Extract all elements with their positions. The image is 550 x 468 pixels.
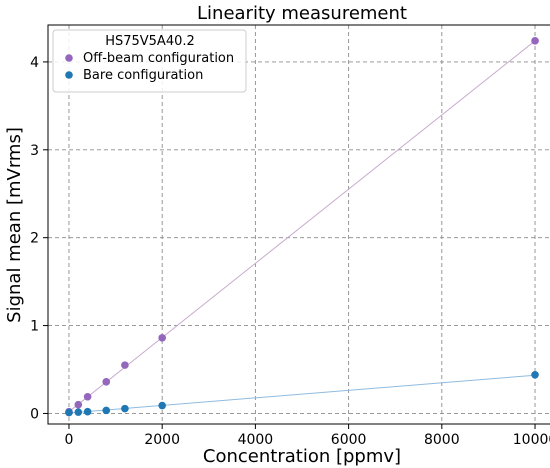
x-tick-label: 8000 bbox=[424, 432, 460, 448]
data-point-0-1 bbox=[74, 400, 83, 409]
x-axis-label: Concentration [ppmv] bbox=[203, 446, 401, 467]
y-tick-label: 3 bbox=[30, 143, 39, 159]
data-point-0-5 bbox=[158, 334, 166, 342]
data-point-0-6 bbox=[531, 37, 539, 45]
data-point-1-5 bbox=[158, 401, 166, 410]
data-point-1-2 bbox=[83, 407, 92, 416]
x-tick-label: 0 bbox=[65, 432, 74, 448]
x-tick-label: 4000 bbox=[238, 432, 274, 448]
data-point-1-1 bbox=[74, 408, 83, 416]
fit-lines bbox=[68, 40, 536, 414]
x-tick-label: 2000 bbox=[144, 432, 180, 448]
legend-entries: Off-beam configuration Bare configuration bbox=[65, 51, 234, 83]
fit-line-0 bbox=[68, 40, 536, 413]
data-point-0-4 bbox=[121, 361, 129, 369]
legend-box bbox=[52, 29, 247, 93]
legend-label-0: Off-beam configuration bbox=[83, 51, 234, 66]
plot-area-frame bbox=[47, 24, 550, 425]
data-point-1-3 bbox=[102, 406, 111, 415]
data-point-1-4 bbox=[121, 404, 129, 413]
y-axis-ticks: 0 1 2 3 4 bbox=[30, 55, 48, 422]
data-point-0-2 bbox=[83, 392, 92, 401]
data-points bbox=[65, 37, 539, 417]
legend-label-1: Bare configuration bbox=[83, 68, 203, 83]
data-point-1-6 bbox=[531, 370, 539, 379]
fit-line-1 bbox=[68, 374, 536, 414]
legend-title: HS75V5A40.2 bbox=[105, 34, 195, 49]
y-tick-label: 2 bbox=[30, 231, 39, 247]
data-point-1-0 bbox=[65, 408, 73, 417]
y-tick-label: 1 bbox=[30, 319, 39, 335]
legend-marker-1 bbox=[65, 71, 73, 79]
chart-title: Linearity measurement bbox=[197, 3, 407, 24]
data-point-0-3 bbox=[102, 378, 111, 386]
legend: HS75V5A40.2 Off-beam configuration Bare c… bbox=[52, 29, 247, 93]
x-tick-label: 6000 bbox=[331, 432, 367, 448]
y-tick-label: 4 bbox=[30, 55, 39, 71]
legend-marker-0 bbox=[65, 54, 73, 62]
y-tick-label: 0 bbox=[30, 406, 39, 422]
y-axis-label: Signal mean [mVrms] bbox=[4, 127, 25, 323]
